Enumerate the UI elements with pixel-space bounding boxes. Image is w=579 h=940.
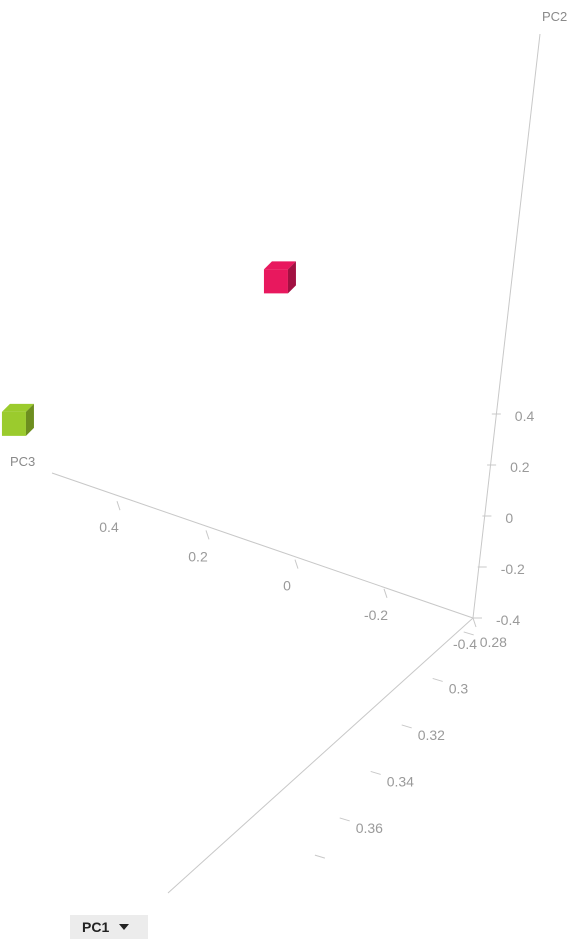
pc1-tick-label: 0.28 [480, 634, 507, 650]
axis-select-value: PC1 [82, 919, 110, 935]
axis-select-dropdown[interactable]: PC1 [70, 915, 148, 939]
pc2-tick-label: -0.2 [501, 561, 525, 577]
pc1-tick [339, 817, 350, 822]
data-point-cube[interactable] [263, 261, 296, 294]
chevron-down-icon [119, 924, 130, 930]
pc1-tick [432, 677, 443, 682]
cube-side-face [25, 403, 34, 436]
pc3-tick [294, 559, 299, 569]
cube-top-face [1, 403, 34, 412]
pc3-tick [383, 588, 388, 598]
pc1-tick-label: 0.32 [418, 727, 445, 743]
pc2-axis-title: PC2 [542, 9, 567, 24]
pc3-axis-title: PC3 [10, 454, 35, 469]
pc1-tick [463, 631, 474, 636]
pc3-axis-line [51, 472, 474, 619]
pc1-tick [401, 724, 412, 729]
cube-front-face [263, 269, 288, 294]
points [1, 261, 296, 436]
pc1-tick-label: 0.34 [387, 773, 414, 789]
pc3-tick [205, 530, 210, 540]
pc1-tick [370, 770, 381, 775]
cube-top-face [263, 261, 296, 270]
data-point-cube[interactable] [1, 403, 34, 436]
cube-side-face [287, 261, 296, 294]
pc2-tick-label: 0 [505, 510, 513, 526]
pc3-tick-label: 0.2 [188, 548, 208, 564]
pc3-tick [472, 617, 477, 628]
pc3-tick-label: -0.2 [364, 607, 388, 623]
pc2-axis-line [472, 33, 541, 619]
pc3-tick-label: 0.4 [99, 519, 119, 535]
pc1-tick [314, 854, 326, 859]
pc2-tick-label: 0.2 [510, 459, 530, 475]
pc2-tick-label: -0.4 [496, 612, 520, 628]
pc1-tick-label: 0.3 [449, 680, 469, 696]
pc3-tick-label: -0.4 [453, 636, 477, 652]
pc2-tick-label: 0.4 [515, 408, 535, 424]
pc1-axis-line [167, 617, 474, 894]
cube-front-face [1, 411, 26, 436]
pc1-tick-label: 0.36 [356, 820, 383, 836]
pc3-tick [116, 501, 121, 511]
pc3-tick-label: 0 [283, 578, 291, 594]
